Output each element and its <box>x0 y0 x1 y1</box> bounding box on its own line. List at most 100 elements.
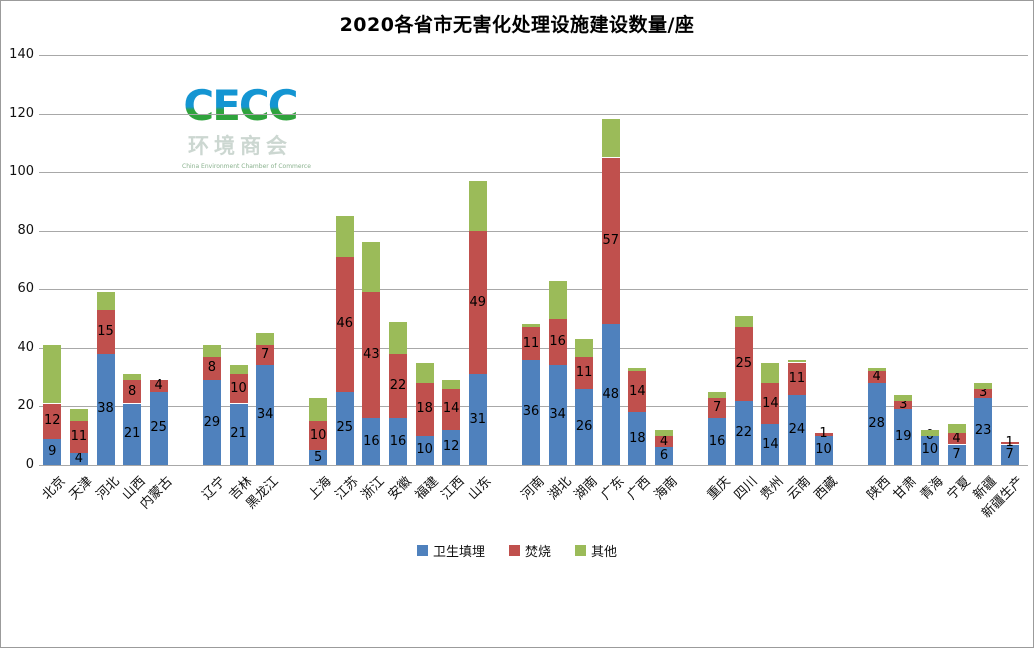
bar-label: 31 <box>469 411 487 427</box>
bar-label: 28 <box>868 416 885 431</box>
bar-label: 22 <box>735 424 753 440</box>
legend-item: 卫生填埋 <box>416 541 485 560</box>
bar-label: 16 <box>708 433 726 449</box>
bar-segment <box>575 356 594 389</box>
bar-label: 14 <box>762 395 779 411</box>
legend-item: 其他 <box>575 541 617 560</box>
bar-segment <box>814 432 833 436</box>
bar-segment <box>123 374 142 381</box>
cecc-logo-tagline: China Environment Chamber of Commerce <box>182 163 311 170</box>
bar-segment <box>96 292 115 310</box>
bar-label: 4 <box>872 369 881 385</box>
bar-label: 7 <box>260 347 270 363</box>
cecc-logo-subtitle: 环境商会 <box>188 134 292 158</box>
bar-label: 4 <box>659 433 669 449</box>
bar-segment <box>655 429 673 436</box>
bar-segment <box>787 362 806 395</box>
bar-segment <box>202 380 221 465</box>
bar-segment <box>787 359 806 363</box>
bar-label: 49 <box>469 294 487 310</box>
bar-label: 25 <box>150 420 167 436</box>
bar-label: 12 <box>442 439 460 455</box>
bar-segment <box>468 230 487 375</box>
bar-label: 7 <box>713 399 722 415</box>
cecc-logo: CECC 环境商会 China Environment Chamber of C… <box>182 81 311 171</box>
y-tick-label: 80 <box>17 222 34 238</box>
chart-title: 2020各省市无害化处理设施建设数量/座 <box>339 14 695 36</box>
bar-segment <box>229 374 248 404</box>
bar-segment <box>309 421 328 451</box>
bar-label: 21 <box>123 426 141 442</box>
bar-segment <box>628 412 647 465</box>
bar-segment <box>362 242 381 293</box>
y-tick-label: 0 <box>25 457 34 472</box>
bar-segment <box>761 424 780 465</box>
bar-segment <box>415 383 434 436</box>
bar-segment <box>947 432 966 445</box>
bar-segment <box>575 339 594 357</box>
bar-segment <box>43 344 62 404</box>
bar-segment <box>69 409 88 422</box>
bar-label: 14 <box>442 401 460 417</box>
bar-label: 26 <box>575 418 593 434</box>
bar-segment <box>548 280 567 319</box>
bar-label: 18 <box>629 430 646 446</box>
bar-segment <box>256 365 275 465</box>
legend-label: 卫生填埋 <box>432 545 485 560</box>
bar-segment <box>761 383 780 424</box>
bar-label: 11 <box>575 364 593 380</box>
bar-segment <box>548 318 567 366</box>
bar-label: 11 <box>788 370 806 386</box>
bar-segment <box>362 418 381 465</box>
bar-label: 6 <box>659 448 669 464</box>
bar-segment <box>761 362 780 383</box>
bar-label: 7 <box>1005 446 1014 462</box>
bar-label: 12 <box>44 413 61 429</box>
bar-segment <box>96 353 115 465</box>
cecc-logo-text: CECC <box>183 81 298 130</box>
bar-label: 16 <box>389 433 407 449</box>
bar-label: 5 <box>314 449 323 465</box>
bar-label: 10 <box>921 442 939 458</box>
bar-segment <box>202 344 221 357</box>
bar-segment <box>202 356 221 380</box>
bar-segment <box>867 371 886 383</box>
bar-segment <box>468 180 487 231</box>
bar-segment <box>628 368 647 372</box>
bar-segment <box>389 321 407 354</box>
bar-label: 7 <box>952 446 961 462</box>
bar-label: 25 <box>735 356 753 371</box>
bar-label: 4 <box>154 377 163 393</box>
bar-segment <box>708 391 727 398</box>
legend: 卫生填埋 焚烧 其他 <box>1 541 1033 560</box>
bar-label: 8 <box>207 360 217 376</box>
legend-label: 其他 <box>591 545 618 560</box>
bar-label: 3 <box>978 385 988 401</box>
bar-segment <box>123 380 142 404</box>
bar-segment <box>309 397 328 421</box>
bar-label: 48 <box>602 386 620 402</box>
bar-label: 1 <box>1005 435 1014 450</box>
bar-segment <box>708 418 727 465</box>
bar-segment <box>974 397 993 465</box>
bar-label: 23 <box>974 423 992 439</box>
bar-segment <box>69 421 88 454</box>
bar-segment <box>734 400 753 465</box>
gridline <box>39 465 1028 466</box>
bar-label: 10 <box>230 380 247 396</box>
bar-segment <box>415 435 434 465</box>
bar-segment <box>947 444 966 465</box>
legend-item: 焚烧 <box>508 541 551 560</box>
bar-label: 16 <box>363 433 380 449</box>
bar-segment <box>920 429 939 436</box>
bar-segment <box>655 447 673 465</box>
bar-segment <box>601 119 620 158</box>
bar-label: 11 <box>522 335 540 351</box>
bar-segment <box>149 391 168 465</box>
bar-segment <box>309 450 328 465</box>
bar-label: 4 <box>74 451 84 467</box>
bar-segment <box>123 403 142 465</box>
bar-segment <box>522 327 540 360</box>
bar-segment <box>442 388 461 430</box>
bar-label: 16 <box>549 334 566 349</box>
